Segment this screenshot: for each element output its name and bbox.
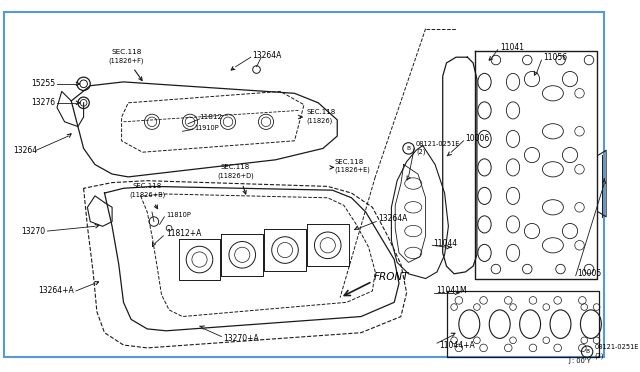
Text: 11812+A: 11812+A <box>166 230 202 238</box>
Text: 10005: 10005 <box>578 269 602 278</box>
Text: 11812: 11812 <box>200 114 223 120</box>
Text: 11910P: 11910P <box>195 125 220 131</box>
Text: 08121-0251E: 08121-0251E <box>416 141 460 147</box>
Text: SEC.118: SEC.118 <box>221 164 250 170</box>
Text: 10006: 10006 <box>465 134 490 143</box>
Text: FRONT: FRONT <box>373 272 409 282</box>
Text: 13264A: 13264A <box>252 51 281 60</box>
Text: (11826): (11826) <box>307 118 333 124</box>
Text: 15255: 15255 <box>31 79 55 88</box>
Text: (2): (2) <box>595 352 604 359</box>
Text: (11826+B): (11826+B) <box>129 192 165 198</box>
Text: SEC.118: SEC.118 <box>307 109 336 115</box>
Text: 11810P: 11810P <box>166 212 191 218</box>
Text: SEC.118: SEC.118 <box>132 183 162 189</box>
Text: 13276: 13276 <box>31 98 55 107</box>
Text: SEC.118: SEC.118 <box>335 159 364 165</box>
Text: 11044+A: 11044+A <box>439 340 475 350</box>
Text: 11041M: 11041M <box>436 286 467 295</box>
Text: 11041: 11041 <box>500 43 524 52</box>
Text: 08121-0251E: 08121-0251E <box>595 344 639 350</box>
Text: SEC.118: SEC.118 <box>111 49 141 55</box>
Text: 13264+A: 13264+A <box>38 286 74 295</box>
Text: B: B <box>585 349 589 354</box>
Text: 13264A: 13264A <box>378 214 408 223</box>
Text: B: B <box>406 146 410 151</box>
Text: 13264: 13264 <box>13 146 37 155</box>
Text: (11826+F): (11826+F) <box>109 58 144 64</box>
Text: (11826+E): (11826+E) <box>335 167 371 173</box>
Text: (2): (2) <box>416 149 426 155</box>
Text: J : 00'Y: J : 00'Y <box>568 358 591 364</box>
Text: 11044: 11044 <box>433 239 458 248</box>
Text: (11826+D): (11826+D) <box>217 173 254 179</box>
Text: 13270: 13270 <box>22 227 45 235</box>
Text: 13270+A: 13270+A <box>223 334 259 343</box>
Text: 11056: 11056 <box>543 53 568 62</box>
